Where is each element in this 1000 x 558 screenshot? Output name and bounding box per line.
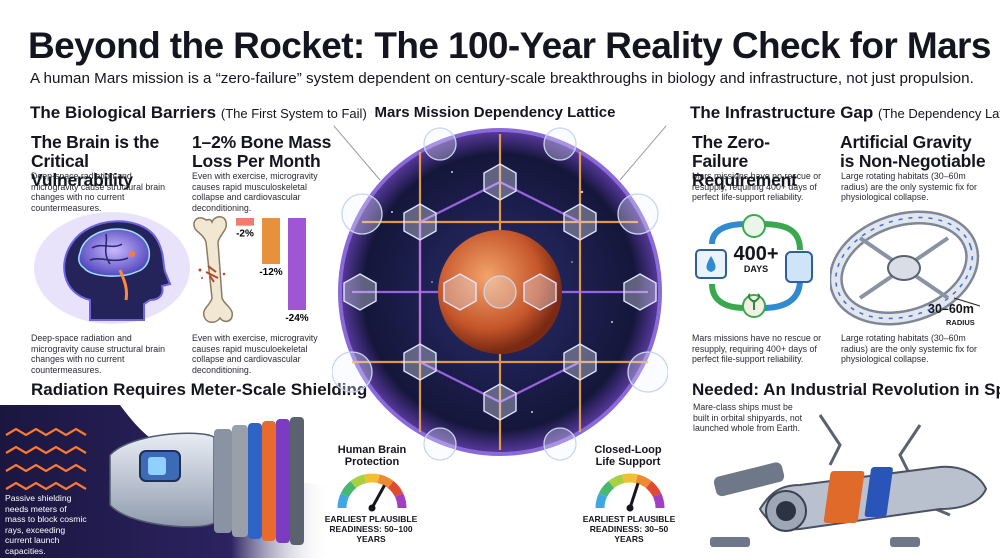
gauge-segment: [598, 481, 615, 498]
bone-loss-bars: -2% -12% -24%: [232, 216, 322, 328]
brain-head-icon: [32, 208, 192, 326]
gauge-right-title: Closed-Loop Life Support: [594, 444, 662, 468]
gauge-needle: [628, 482, 640, 509]
industrial-text: Mare-class ships must be built in orbita…: [693, 402, 803, 434]
bone-loss-chart: -2% -12% -24%: [236, 218, 309, 324]
brain-card-title: The Brain is the Critical Vulnerability: [31, 132, 160, 190]
page-subtitle: A human Mars mission is a “zero-failure”…: [30, 70, 974, 87]
bone-loss-bar-label: -2%: [236, 229, 254, 240]
page-title: Beyond the Rocket: The 100-Year Reality …: [28, 25, 991, 66]
gauge-segment: [364, 473, 380, 484]
biological-heading: The Biological Barriers (The First Syste…: [30, 103, 367, 124]
big-number-unit: DAYS: [743, 264, 769, 274]
gauge-segment: [377, 474, 394, 489]
gauge-segment: [622, 473, 638, 484]
zero-failure-text-bottom: Mars missions have no rescue or resupply…: [692, 333, 822, 365]
brain-card-text-bottom: Deep-space radiation and microgravity ca…: [31, 333, 165, 375]
radius-value: 30–60m: [928, 302, 974, 316]
biological-heading-main: The Biological Barriers: [30, 103, 217, 122]
bone-loss-bar-label: -24%: [285, 313, 308, 324]
radiation-heading: Radiation Requires Meter-Scale Shielding: [31, 380, 368, 399]
gravity-title: Artificial Gravity is Non-Negotiable: [840, 132, 986, 171]
big-number-400: 400+: [733, 243, 779, 265]
infrastructure-heading-main: The Infrastructure Gap: [690, 103, 874, 122]
radius-label: RADIUS: [946, 318, 975, 327]
gauge-segment: [337, 493, 350, 509]
bone-loss-bar: [288, 218, 306, 310]
gauge-segment: [652, 493, 665, 509]
bone-card-text-bottom: Even with exercise, microgravity causes …: [192, 333, 318, 375]
lattice-title: Mars Mission Dependency Lattice: [374, 104, 616, 121]
gauge-needle: [370, 484, 386, 509]
radiation-spacecraft-illustration: [0, 405, 330, 558]
life-support-loop-illustration: [690, 214, 820, 318]
biological-heading-sub: (The First System to Fail): [220, 106, 367, 121]
bone-loss-bar-label: -12%: [259, 267, 282, 278]
orbital-shipyard-illustration: [690, 405, 996, 555]
infrastructure-heading: The Infrastructure Gap (The Dependency L…: [690, 103, 1000, 124]
gauge-hub: [368, 504, 376, 512]
gravity-text-top: Large rotating habitats (30–60m radius) …: [841, 171, 977, 203]
bone-loss-bar: [262, 218, 280, 264]
gauge-left-title: Human Brain Protection: [337, 444, 407, 468]
gauge-segment: [340, 481, 357, 498]
gauge-left: [334, 470, 410, 512]
radiation-text: Passive shielding needs meters of mass t…: [5, 493, 87, 556]
dependency-lattice-diagram: [332, 122, 668, 462]
gauge-hub: [626, 504, 634, 512]
gauge-segment: [608, 474, 625, 489]
gauge-segment: [635, 474, 652, 489]
gauge-left-foot: Earliest plausible readiness: 50–100 yea…: [324, 514, 418, 544]
industrial-heading: Needed: An Industrial Revolution in Spac…: [692, 380, 1000, 399]
gauge-segment: [394, 493, 407, 509]
zero-failure-text-top: Mars missions have no rescue or resupply…: [692, 171, 822, 203]
gravity-text-bottom: Large rotating habitats (30–60m radius) …: [841, 333, 977, 365]
bone-loss-bar: [236, 218, 254, 226]
zero-failure-title: The Zero-Failure Requirement: [692, 132, 797, 190]
gauge-segment: [595, 493, 608, 509]
rotating-habitat-illustration: [830, 208, 996, 328]
bone-icon: [186, 212, 242, 330]
gauge-segment: [350, 474, 367, 489]
bone-card-title: 1–2% Bone Mass Loss Per Month: [192, 132, 332, 171]
lattice-connectors: [333, 125, 667, 181]
gauge-right-foot: Earliest plausible readiness: 30–50 year…: [582, 514, 676, 544]
gauge-right: [592, 470, 668, 512]
bone-card-text-top: Even with exercise, microgravity causes …: [192, 171, 318, 213]
gauge-segment: [645, 481, 662, 498]
brain-card-text-top: Deep-space radiation and microgravity ca…: [31, 171, 165, 213]
infrastructure-heading-sub: (The Dependency Lattice): [878, 106, 1000, 121]
gauge-segment: [387, 481, 404, 498]
